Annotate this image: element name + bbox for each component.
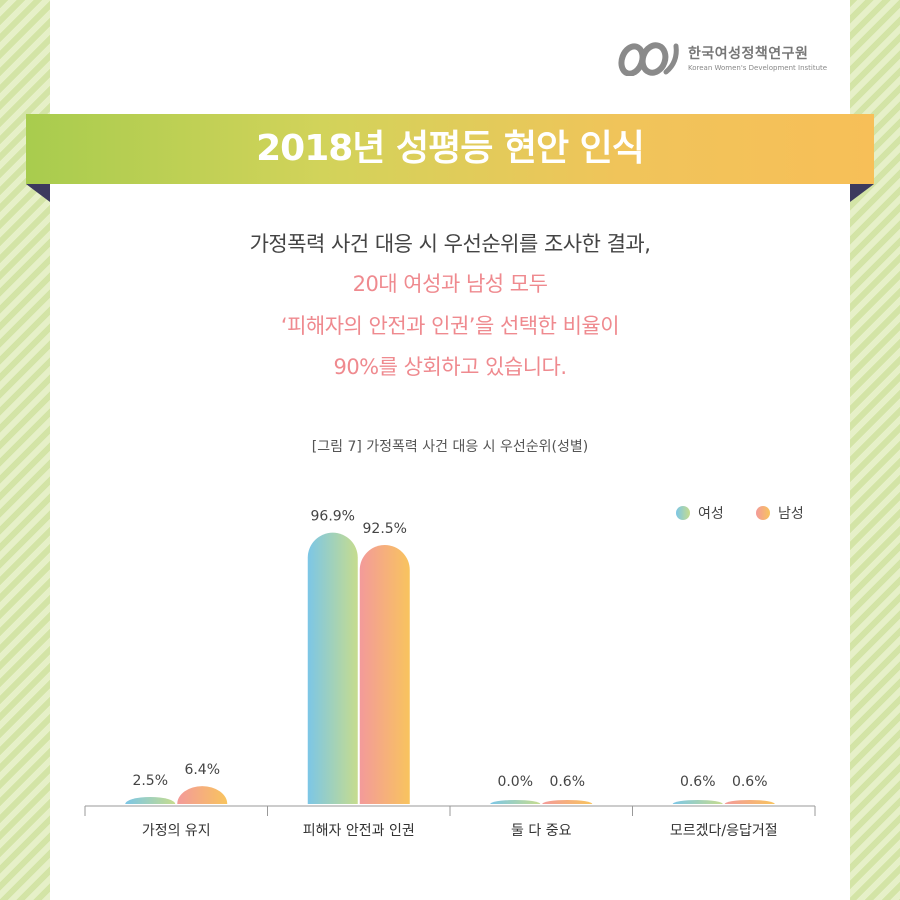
- bar-male-1: [359, 545, 410, 804]
- description-line-4: 90%를 상회하고 있습니다.: [333, 355, 567, 379]
- bar-female-2: [490, 800, 541, 804]
- ribbon-fold-left: [26, 184, 50, 202]
- data-label-male-0: 6.4%: [184, 762, 220, 778]
- data-label-female-2: 0.0%: [497, 774, 533, 790]
- description-line-1: 가정폭력 사건 대응 시 우선순위를 조사한 결과,: [249, 232, 651, 256]
- legend-item-female: 여성: [676, 504, 724, 522]
- legend-label-female: 여성: [698, 506, 724, 522]
- bar-female-1: [307, 532, 358, 804]
- category-label-0: 가정의 유지: [142, 823, 211, 839]
- category-label-2: 둘 다 중요: [511, 823, 572, 839]
- data-label-male-1: 92.5%: [363, 521, 407, 537]
- page-title: 2018년 성평등 현안 인식: [256, 128, 645, 169]
- title-ribbon: 2018년 성평등 현안 인식: [26, 114, 874, 184]
- bar-male-0: [177, 786, 228, 804]
- data-label-female-3: 0.6%: [680, 774, 716, 790]
- data-label-female-0: 2.5%: [132, 773, 168, 789]
- category-label-3: 모르겠다/응답거절: [670, 823, 778, 839]
- data-label-male-2: 0.6%: [549, 774, 585, 790]
- legend-swatch-female: [676, 506, 690, 520]
- institute-name: 한국여성정책연구원: [688, 46, 809, 62]
- bar-female-3: [672, 800, 723, 804]
- category-label-1: 피해자 안전과 인권: [303, 823, 415, 839]
- legend-item-male: 남성: [756, 504, 804, 522]
- ribbon-fold-right: [850, 184, 874, 202]
- figure-title: [그림 7] 가정폭력 사건 대응 시 우선순위(성별): [311, 439, 589, 455]
- institute-logo: 한국여성정책연구원 Korean Women's Development Ins…: [618, 40, 828, 80]
- bar-male-2: [542, 800, 593, 804]
- description-line-3: ‘피해자의 안전과 인권’을 선택한 비율이: [280, 314, 620, 338]
- institute-logo-icon: [618, 42, 679, 76]
- data-label-male-3: 0.6%: [732, 774, 768, 790]
- legend-swatch-male: [756, 506, 770, 520]
- institute-subtitle: Korean Women's Development Institute: [688, 64, 828, 72]
- bar-female-0: [125, 797, 176, 804]
- bar-male-3: [724, 800, 775, 804]
- data-label-female-1: 96.9%: [311, 509, 355, 525]
- description-line-2: 20대 여성과 남성 모두: [352, 272, 548, 296]
- legend-label-male: 남성: [778, 506, 804, 522]
